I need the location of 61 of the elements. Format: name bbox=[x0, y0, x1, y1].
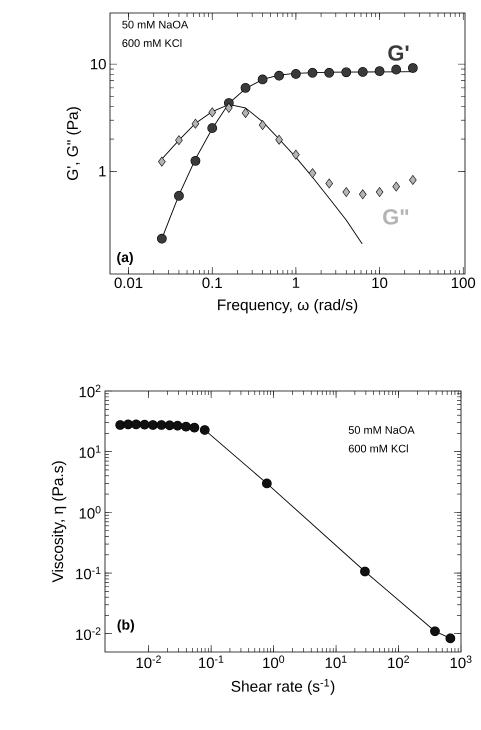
point bbox=[408, 63, 418, 73]
x-tick-label: 10$^{2}$ bbox=[388, 656, 409, 668]
point bbox=[325, 178, 333, 188]
point bbox=[342, 187, 350, 197]
annotation: (b) bbox=[118, 620, 134, 633]
x-tick-label: 100 bbox=[452, 278, 476, 288]
legend-label: G' bbox=[388, 45, 409, 61]
point bbox=[292, 150, 300, 160]
point bbox=[258, 74, 268, 84]
point bbox=[409, 175, 417, 185]
x-tick-label: 0.01 bbox=[114, 278, 142, 288]
point bbox=[240, 82, 250, 93]
point bbox=[308, 168, 316, 178]
y-tick-label: 10$^{-2}$ bbox=[76, 627, 100, 640]
x-axis-title: Frequency, ω (rad/s) bbox=[218, 298, 358, 314]
x-tick-label: 10$^{1}$ bbox=[326, 656, 347, 668]
x-tick-label: 10$^{3}$ bbox=[450, 656, 472, 668]
point bbox=[208, 107, 216, 118]
point bbox=[175, 135, 183, 146]
y-axis-title: Viscosity, η (Pa.s) bbox=[52, 461, 66, 583]
annotation: (a) bbox=[117, 252, 133, 265]
point bbox=[225, 103, 233, 113]
point bbox=[324, 68, 334, 78]
y-tick-label: 10$^{1}$ bbox=[80, 445, 100, 458]
point bbox=[275, 134, 283, 145]
point bbox=[207, 123, 218, 133]
y-axis-title: G', G" (Pa) bbox=[66, 107, 82, 180]
point bbox=[258, 120, 266, 130]
point bbox=[391, 64, 402, 74]
point bbox=[174, 190, 184, 201]
point bbox=[376, 187, 384, 197]
point bbox=[192, 118, 200, 129]
series-label: G" bbox=[383, 209, 408, 225]
point bbox=[358, 67, 368, 77]
point bbox=[242, 108, 250, 118]
y-tick-label: 10$^{2}$ bbox=[80, 384, 100, 398]
point bbox=[158, 156, 166, 167]
x-axis-title: Shear rate (s$^{-1}$) bbox=[231, 679, 334, 695]
point bbox=[156, 234, 167, 244]
point bbox=[359, 189, 367, 200]
x-tick-label: 1 bbox=[292, 278, 300, 288]
y-tick-label: 10$^{-1}$ bbox=[76, 566, 100, 580]
point bbox=[290, 69, 301, 79]
x-tick-label: 10$^{0}$ bbox=[263, 656, 284, 668]
annotation: 600 mM KCl bbox=[348, 444, 408, 452]
point bbox=[274, 70, 284, 81]
y-tick-label: 10 bbox=[90, 58, 106, 70]
point bbox=[190, 156, 200, 166]
x-tick-label: 10$^{-1}$ bbox=[199, 656, 224, 668]
point bbox=[392, 182, 400, 192]
point bbox=[308, 68, 318, 78]
x-tick-label: 10 bbox=[372, 278, 388, 288]
x-tick-label: 0.1 bbox=[202, 278, 222, 288]
annotation: 600 mM KCl bbox=[122, 38, 182, 48]
annotation: 50 mM NaOA bbox=[122, 20, 188, 28]
y-tick-label: 10$^{0}$ bbox=[80, 506, 101, 519]
point bbox=[341, 67, 352, 78]
x-tick-label: 10$^{-2}$ bbox=[136, 656, 161, 668]
y-tick-label: 1 bbox=[99, 166, 106, 176]
annotation: 50 mM NaOA bbox=[348, 426, 415, 434]
point bbox=[374, 66, 384, 76]
